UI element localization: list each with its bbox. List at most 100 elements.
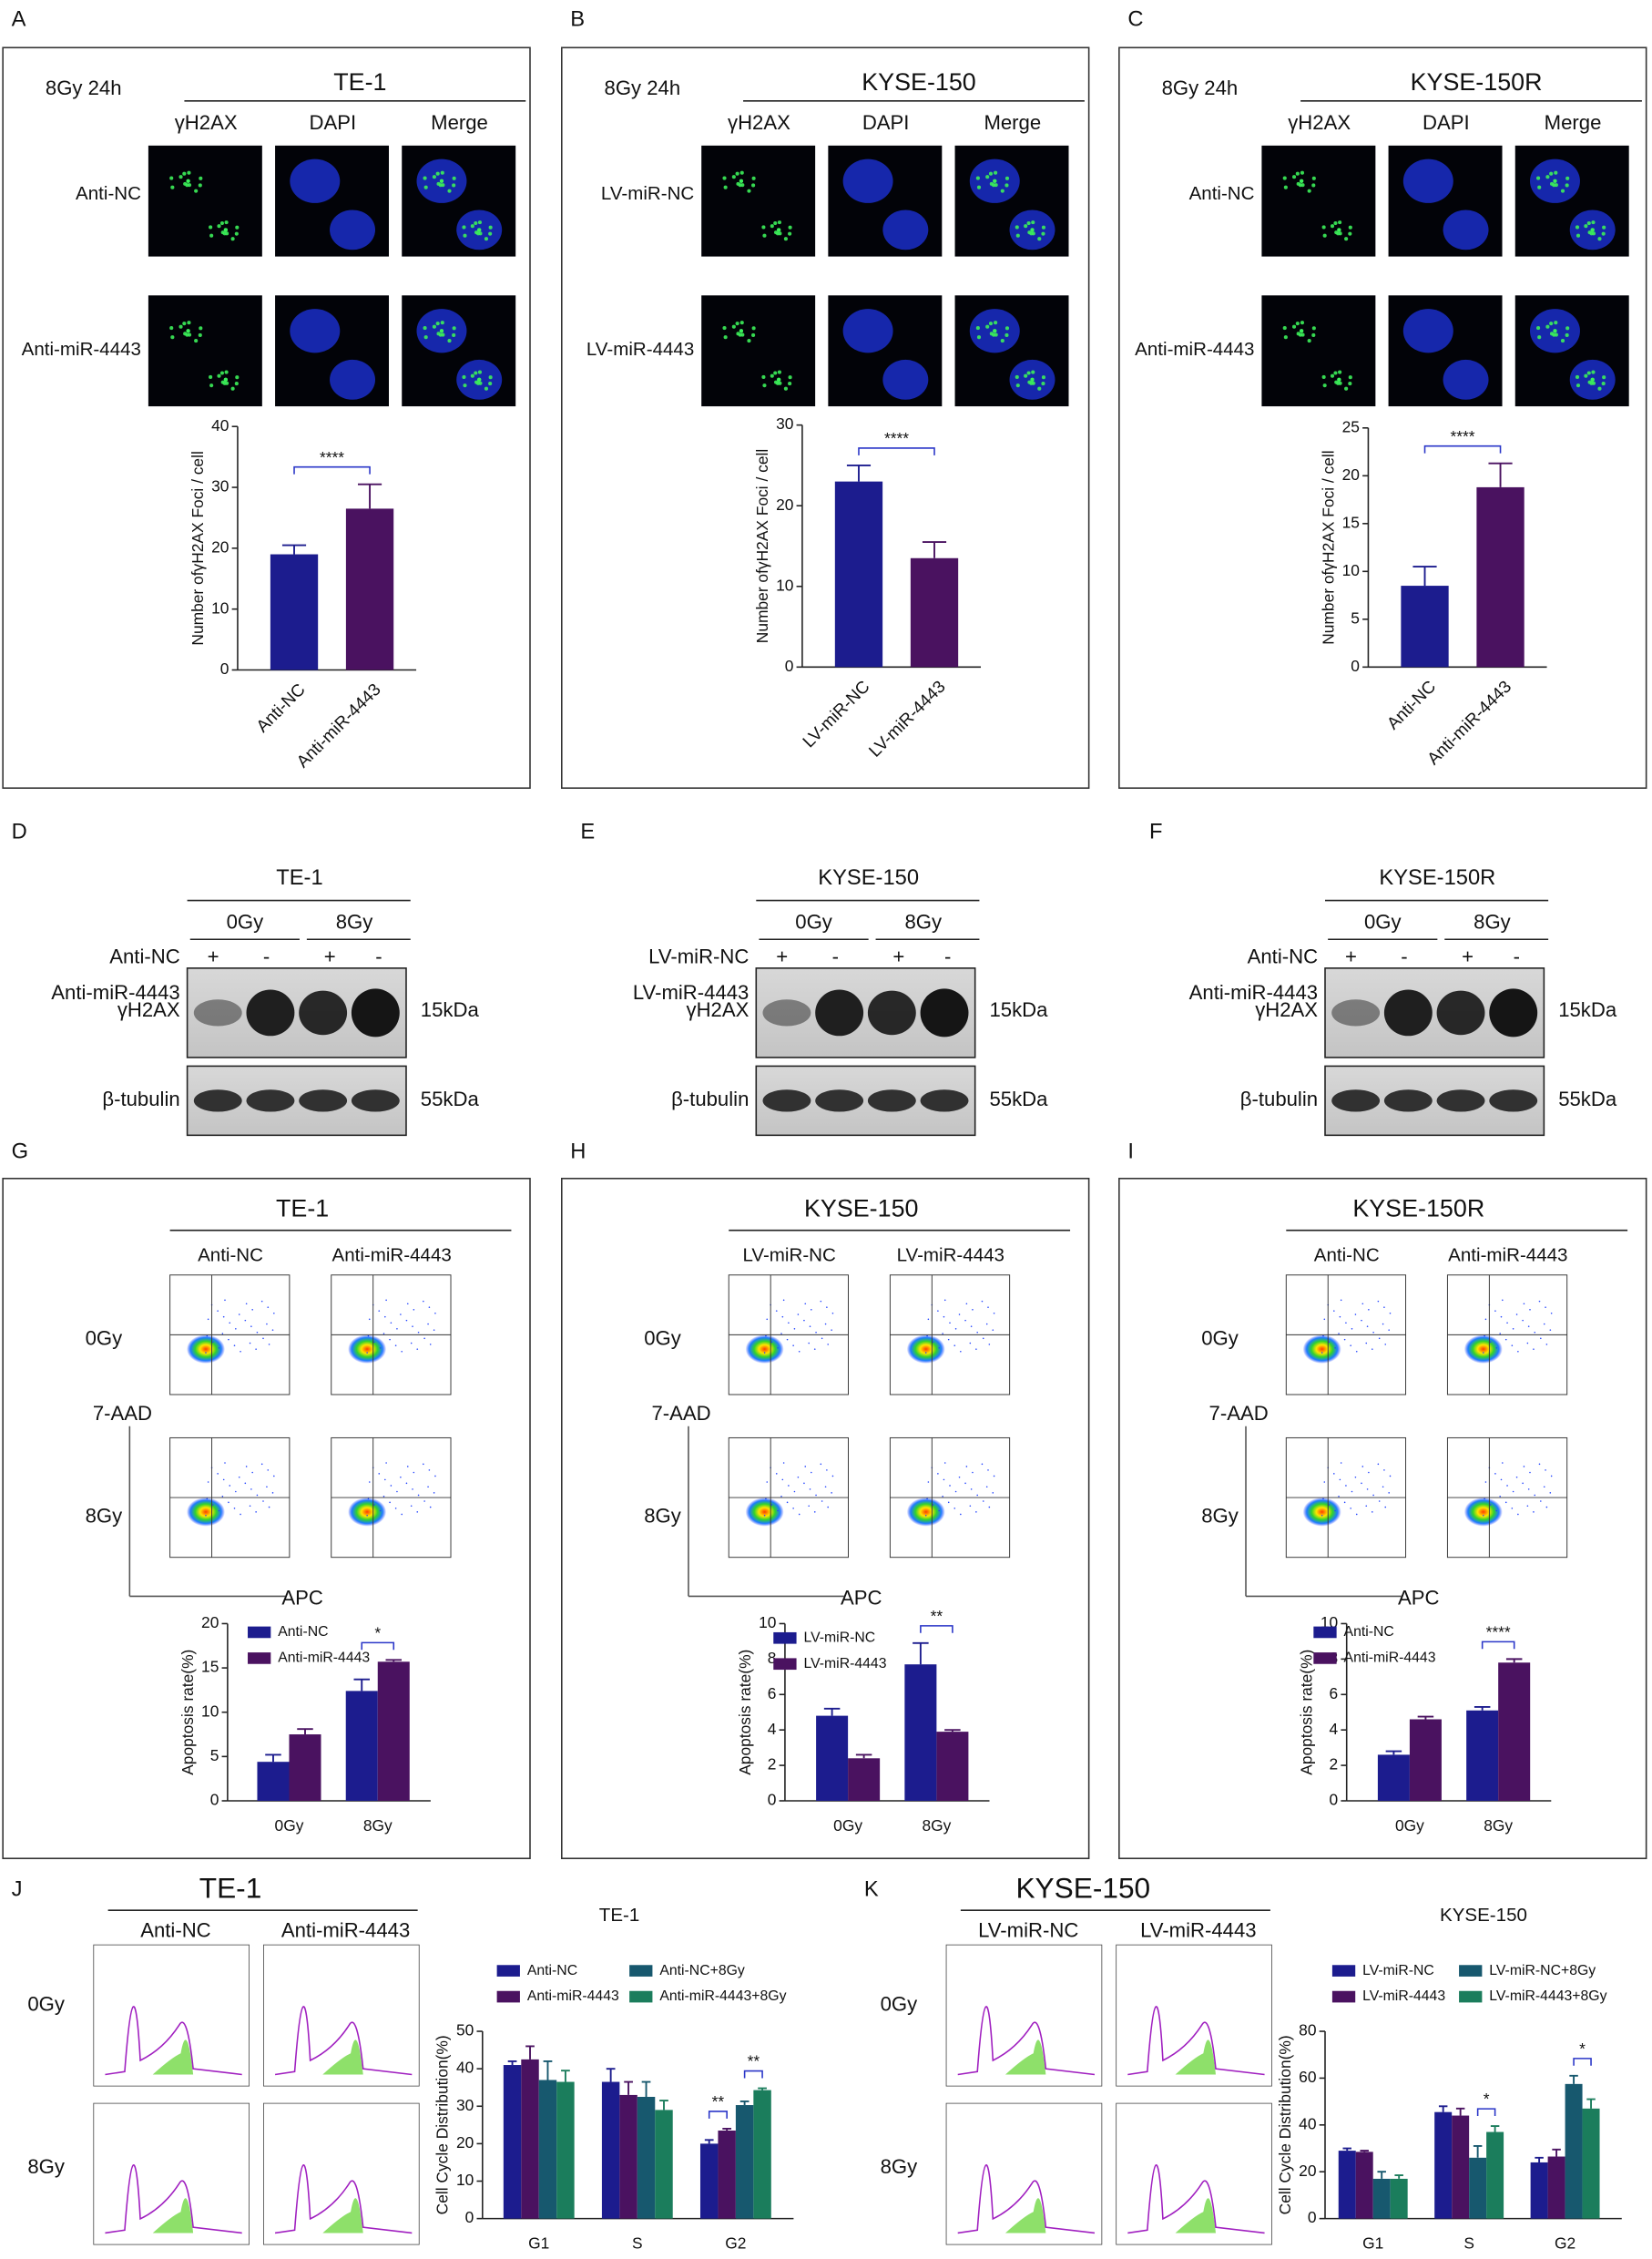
error-bar <box>561 2070 570 2082</box>
focus <box>1024 224 1028 229</box>
flow-dot <box>245 1303 248 1305</box>
flow-dot <box>1522 1319 1524 1322</box>
flow-dot <box>238 1476 240 1478</box>
label: Anti-miR-4443 <box>332 1245 452 1266</box>
flow-dot <box>992 1329 994 1331</box>
label: 6 <box>1330 1684 1339 1702</box>
focus <box>187 332 192 337</box>
focus <box>988 171 994 176</box>
label: 80 <box>1299 2021 1316 2039</box>
focus <box>747 189 751 193</box>
label: Apoptosis rate(%) <box>178 1650 197 1775</box>
focus <box>478 381 483 385</box>
label: 40 <box>211 416 229 434</box>
legend-swatch <box>248 1652 271 1664</box>
flow-dot <box>1504 1501 1507 1504</box>
flow-dot <box>396 1328 398 1330</box>
flow-dot <box>416 1511 419 1513</box>
flow-dot <box>1323 1318 1326 1321</box>
flow-dot <box>777 1509 779 1512</box>
error-bar <box>543 2060 553 2080</box>
label: 8Gy <box>336 911 374 934</box>
flow-dot <box>206 1334 209 1337</box>
band <box>920 1089 969 1112</box>
band <box>1383 1089 1433 1112</box>
label: 8Gy 24h <box>605 77 681 99</box>
flow-dot <box>267 1469 270 1471</box>
focus <box>1344 386 1349 391</box>
focus <box>1584 224 1588 229</box>
focus <box>993 329 997 333</box>
flow-dot <box>788 1322 790 1324</box>
focus <box>230 386 235 391</box>
bar <box>270 554 319 670</box>
flow-dot <box>943 1462 946 1464</box>
flow-dot <box>831 1475 834 1477</box>
flow-dot <box>250 1325 252 1327</box>
label: KYSE-150R <box>1379 866 1495 890</box>
flow-dot <box>775 1473 778 1475</box>
focus <box>988 322 994 326</box>
focus <box>462 225 466 230</box>
focus <box>1015 225 1019 230</box>
focus <box>1591 370 1596 374</box>
flow-dot <box>416 1348 419 1350</box>
focus <box>723 335 728 340</box>
flow-dot <box>808 1342 810 1344</box>
label: **** <box>320 448 344 466</box>
flow-dot <box>985 1486 988 1488</box>
flow-dot <box>1495 1347 1498 1349</box>
flow-dot <box>821 1337 823 1340</box>
flow-dot <box>1502 1462 1504 1464</box>
flow-dot <box>932 1341 934 1344</box>
legend-swatch <box>1331 1965 1356 1977</box>
label: 20 <box>201 1613 219 1631</box>
focus <box>1348 375 1352 380</box>
nucleus <box>1443 210 1489 250</box>
label: 10 <box>776 576 793 594</box>
flow-dot <box>217 1310 219 1312</box>
histogram-line <box>105 2006 242 2076</box>
error-bar <box>722 2127 732 2131</box>
focus <box>1295 322 1300 326</box>
flow-dot <box>947 1338 950 1341</box>
flow-dot <box>417 1331 420 1334</box>
label: 0 <box>465 2208 474 2226</box>
error-bar <box>353 1678 370 1692</box>
focus <box>994 170 998 175</box>
flow-cloud <box>1302 1334 1341 1364</box>
flow-dot <box>1361 1319 1362 1322</box>
flow-dot <box>1550 1312 1553 1314</box>
label: LV-miR-4443 <box>586 339 694 360</box>
flow-dot <box>1382 1486 1384 1488</box>
error-bar <box>846 464 872 482</box>
label: * <box>1579 2039 1586 2058</box>
focus <box>1307 189 1311 193</box>
bar <box>1401 586 1449 668</box>
flow-dot <box>273 1475 275 1477</box>
label: Anti-miR-4443 <box>22 339 141 360</box>
flow-dot <box>765 1497 767 1500</box>
flow-dot <box>969 1505 972 1508</box>
label: Anti-miR-4443 <box>1135 339 1254 360</box>
focus <box>1037 386 1042 391</box>
bar <box>538 2080 557 2219</box>
focus <box>1549 171 1554 176</box>
flow-dot <box>1500 1315 1503 1318</box>
flow-dot <box>1361 1303 1364 1305</box>
focus <box>739 321 744 325</box>
flow-dot <box>770 1504 773 1506</box>
focus <box>169 176 174 180</box>
bar <box>619 2094 637 2219</box>
flow-dot <box>1328 1341 1331 1344</box>
band <box>1383 989 1433 1037</box>
flow-dot <box>797 1476 800 1478</box>
significance-bracket <box>361 1641 395 1651</box>
flow-dot <box>811 1471 812 1474</box>
bar <box>345 508 394 670</box>
band <box>299 1089 348 1112</box>
flow-dot <box>412 1488 413 1490</box>
flow-dot <box>766 1481 769 1483</box>
focus <box>1536 176 1541 180</box>
flow-dot <box>943 1478 945 1481</box>
